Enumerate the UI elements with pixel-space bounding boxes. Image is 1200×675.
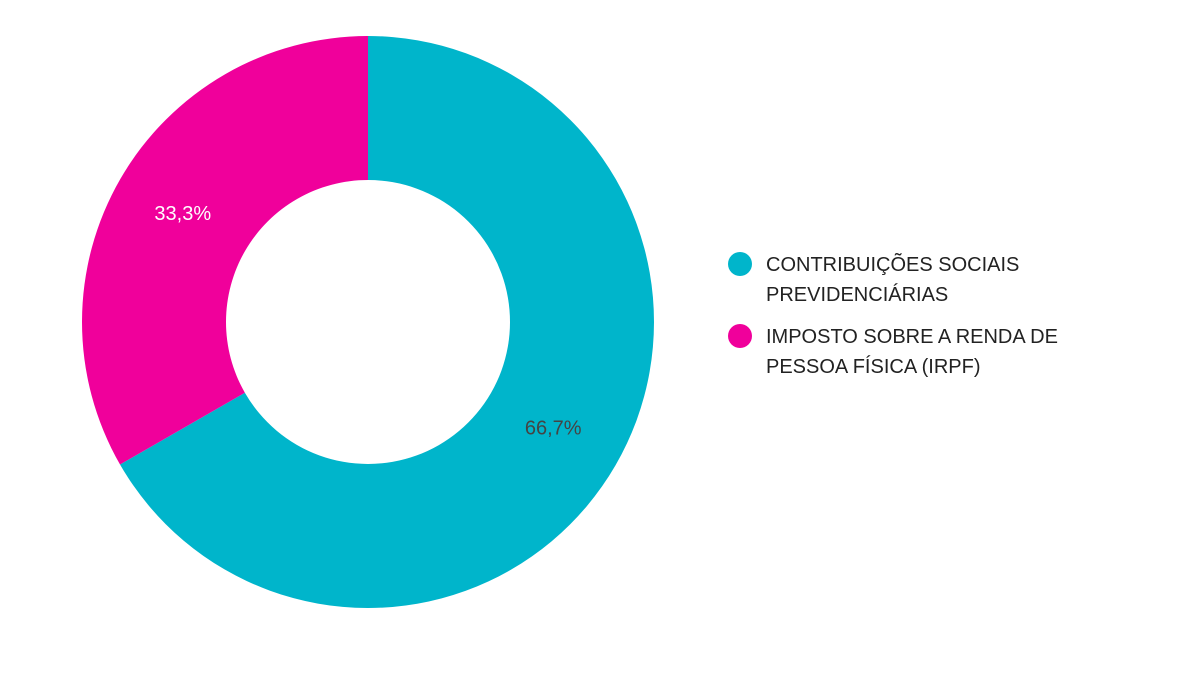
legend-item: CONTRIBUIÇÕES SOCIAIS PREVIDENCIÁRIAS bbox=[728, 250, 1088, 310]
legend-marker bbox=[728, 324, 752, 348]
legend-marker bbox=[728, 252, 752, 276]
legend-label: IMPOSTO SOBRE A RENDA DE PESSOA FÍSICA (… bbox=[766, 326, 1058, 378]
legend-label: CONTRIBUIÇÕES SOCIAIS PREVIDENCIÁRIAS bbox=[766, 254, 1020, 306]
legend-item: IMPOSTO SOBRE A RENDA DE PESSOA FÍSICA (… bbox=[728, 322, 1088, 382]
donut-slice bbox=[120, 36, 655, 608]
data-label: 66,7% bbox=[525, 417, 582, 439]
legend: CONTRIBUIÇÕES SOCIAIS PREVIDENCIÁRIAS IMP… bbox=[728, 250, 1088, 394]
donut-slice bbox=[81, 36, 368, 465]
data-label: 33,3% bbox=[154, 203, 211, 225]
chart: 66,7% 33,3% bbox=[81, 36, 655, 608]
